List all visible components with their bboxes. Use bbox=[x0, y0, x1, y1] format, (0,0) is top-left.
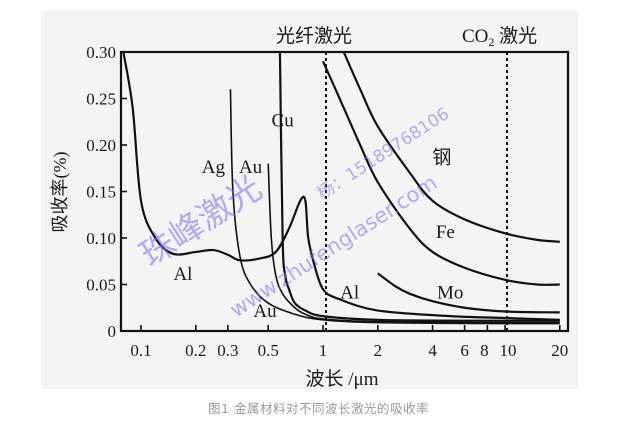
curve-labels: Al Ag Au Cu Au Al 钢 Fe Mo bbox=[173, 110, 463, 322]
co2-laser-label: CO2 激光 bbox=[462, 25, 537, 49]
y-tick-label: 0.30 bbox=[86, 43, 116, 62]
y-tick-label: 0 bbox=[108, 322, 117, 341]
x-axis-title: 波长 /μm bbox=[306, 368, 379, 390]
curve-ag bbox=[229, 89, 560, 325]
y-tick-label: 0.20 bbox=[86, 136, 116, 155]
curve-label: Cu bbox=[272, 110, 295, 131]
curve-mo bbox=[377, 272, 560, 314]
x-tick-label: 2 bbox=[374, 341, 383, 360]
x-tick-label: 0.3 bbox=[217, 341, 238, 360]
curve-cu bbox=[278, 51, 560, 322]
curve-au bbox=[267, 163, 560, 324]
figure-caption: 图1 金属材料对不同波长激光的吸收率 bbox=[208, 401, 429, 416]
y-tick-label: 0.10 bbox=[86, 229, 116, 248]
watermark: 珠峰激光 杨：15189768106 www.zhufenglaser.com bbox=[133, 104, 453, 322]
curve-label: Mo bbox=[437, 282, 463, 303]
x-tick-label: 0.2 bbox=[185, 341, 206, 360]
curve-label: Al bbox=[340, 282, 359, 303]
y-axis-title: 吸收率(%) bbox=[50, 152, 71, 233]
x-tick-label: 10 bbox=[500, 341, 517, 360]
curve-label: Fe bbox=[436, 222, 455, 243]
y-tick-label: 0.05 bbox=[86, 276, 116, 295]
curve-fe bbox=[321, 60, 560, 286]
x-tick-label: 1 bbox=[319, 341, 328, 360]
x-tick-label: 6 bbox=[460, 341, 469, 360]
curve-钢 bbox=[342, 51, 560, 243]
x-tick-label: 0.1 bbox=[130, 341, 151, 360]
x-tick-label: 8 bbox=[480, 341, 489, 360]
x-axis bbox=[140, 325, 561, 331]
data-curves bbox=[122, 51, 560, 325]
x-tick-label: 0.5 bbox=[258, 341, 279, 360]
x-tick-label: 20 bbox=[551, 341, 568, 360]
x-tick-label: 4 bbox=[428, 341, 437, 360]
y-tick-labels: 0 0.05 0.10 0.15 0.20 0.25 0.30 bbox=[86, 43, 116, 341]
y-axis bbox=[121, 97, 127, 286]
curve-label: 钢 bbox=[432, 147, 451, 169]
figure-panel bbox=[41, 10, 578, 389]
curve-label: Au bbox=[239, 157, 263, 178]
curve-label: Al bbox=[173, 264, 192, 285]
y-tick-label: 0.15 bbox=[86, 183, 116, 202]
curve-label: Au bbox=[253, 301, 277, 322]
fiber-laser-label: 光纤激光 bbox=[276, 25, 352, 47]
curve-label: Ag bbox=[202, 157, 226, 178]
x-tick-labels: 0.1 0.2 0.3 0.5 1 2 4 6 8 10 20 bbox=[130, 341, 568, 360]
y-tick-label: 0.25 bbox=[86, 90, 116, 109]
